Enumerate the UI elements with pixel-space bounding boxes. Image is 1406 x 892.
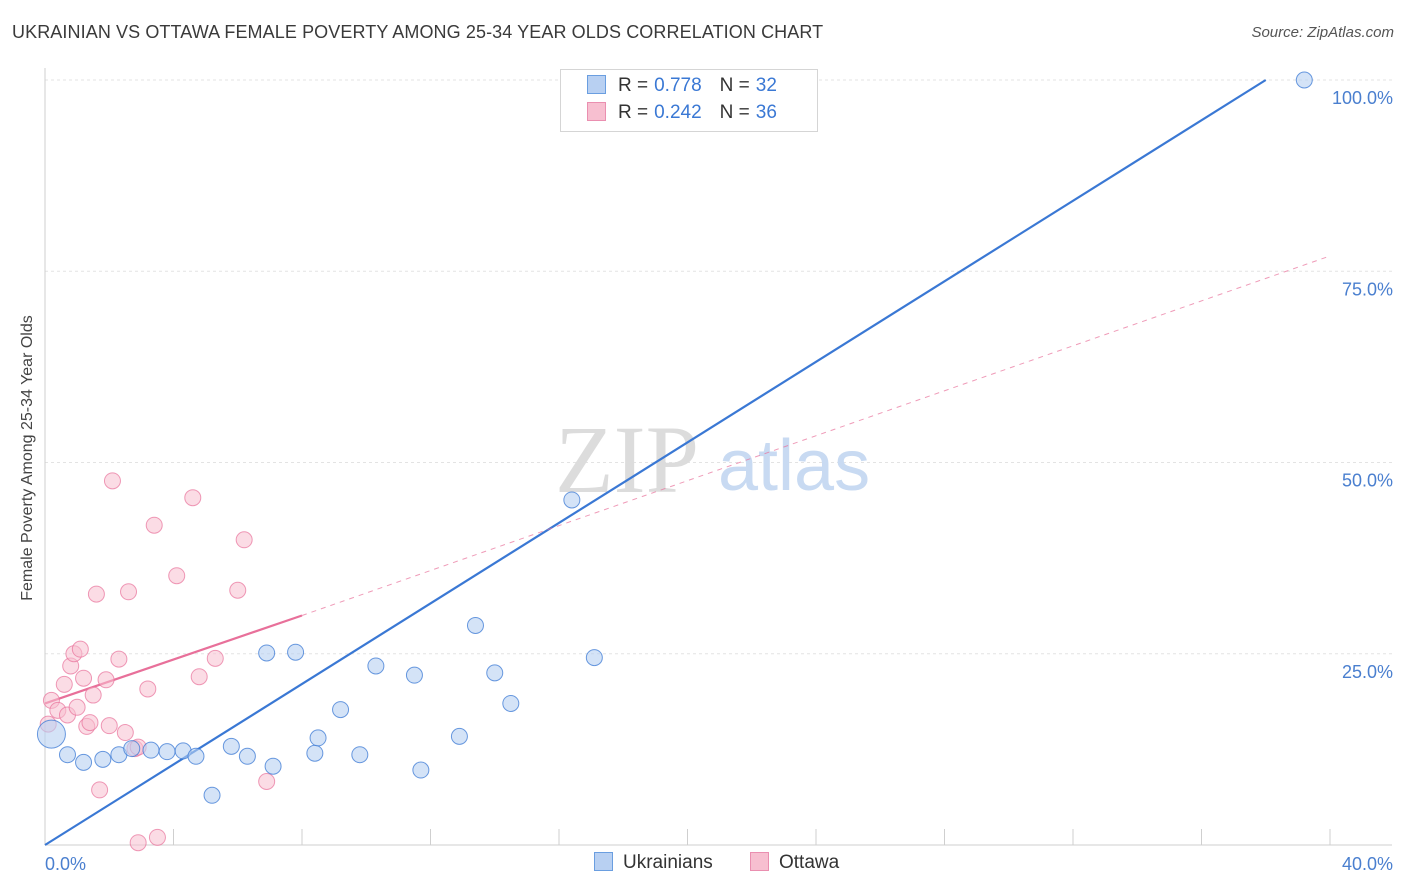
ottawa-point (87, 585, 105, 603)
ottawa-point (258, 773, 276, 791)
bottom-legend-label: Ottawa (779, 852, 840, 873)
legend-swatch-pink (587, 102, 606, 121)
x-tick-label: 0.0% (45, 854, 86, 874)
legend-swatch-blue (587, 75, 606, 94)
ukrainians-point (58, 746, 76, 764)
bottom-legend: Ukrainians Ottawa (0, 852, 1406, 878)
legend-r-label: R = (618, 102, 649, 123)
ottawa-point (75, 669, 93, 687)
legend-n-label: N = (719, 75, 750, 96)
ukrainians-point (563, 491, 581, 509)
ukrainians-point (222, 737, 240, 755)
ukrainians-point (258, 644, 276, 662)
legend-r-label: R = (618, 75, 649, 96)
watermark-zip: ZIP (555, 406, 699, 513)
ukrainians-point (405, 666, 423, 684)
legend-r-value: 0.242 (654, 102, 702, 123)
bottom-legend-swatch-blue (594, 852, 613, 871)
ottawa-point (110, 650, 128, 668)
ottawa-point (100, 717, 118, 735)
data-points (36, 71, 1313, 852)
ukrainians-point (158, 743, 176, 761)
ottawa-point (103, 472, 121, 490)
ukrainians-point (367, 657, 385, 675)
tick-labels: 25.0% 50.0% 75.0% 100.0% 0.0% 40.0% (45, 88, 1393, 874)
legend-n-value: 36 (755, 102, 777, 123)
ukrainians-trend-line (44, 79, 1267, 846)
ukrainians-point (585, 649, 603, 667)
ukrainians-point (142, 741, 160, 759)
legend-row-ottawa: R = 0.242 N = 36 (587, 102, 777, 126)
ottawa-point (84, 686, 102, 704)
ottawa-point (168, 567, 186, 585)
ukrainians-point (238, 747, 256, 765)
ottawa-point (139, 680, 157, 698)
bottom-legend-ottawa[interactable]: Ottawa (750, 852, 839, 874)
watermark-atlas: atlas (718, 426, 870, 506)
ukrainians-point (287, 643, 305, 661)
ottawa-point (184, 489, 202, 507)
ukrainians-point (502, 694, 520, 712)
ottawa-point (68, 698, 86, 716)
ukrainians-point (1295, 71, 1313, 89)
y-tick-label: 25.0% (1342, 662, 1393, 682)
source-label: Source: ZipAtlas.com (1251, 24, 1394, 41)
bottom-legend-label: Ukrainians (623, 852, 713, 873)
ottawa-trend-line-extended (301, 255, 1331, 616)
y-tick-label: 75.0% (1342, 279, 1393, 299)
ukrainians-point (203, 786, 221, 804)
ottawa-point (81, 714, 99, 732)
legend-n-value: 32 (755, 75, 777, 96)
ottawa-point (229, 581, 247, 599)
bottom-legend-swatch-pink (750, 852, 769, 871)
axes (44, 68, 1392, 846)
chart-title: UKRAINIAN VS OTTAWA FEMALE POVERTY AMONG… (12, 22, 824, 42)
ottawa-point (116, 724, 134, 742)
ukrainians-point (351, 746, 369, 764)
ukrainians-point (187, 747, 205, 765)
ottawa-point (145, 516, 163, 534)
watermark: ZIP atlas (555, 406, 870, 513)
ottawa-point (120, 583, 138, 601)
x-tick-label: 40.0% (1342, 854, 1393, 874)
ottawa-point (206, 649, 224, 667)
ukrainians-point (466, 616, 484, 634)
ottawa-point (235, 531, 253, 549)
ukrainians-point (450, 727, 468, 745)
ottawa-point (148, 828, 166, 846)
ukrainians-point (486, 664, 504, 682)
ukrainians-point (94, 750, 112, 768)
legend-row-ukrainians: R = 0.778 N = 32 (587, 75, 777, 99)
ottawa-point (91, 781, 109, 799)
legend: R = 0.778 N = 32 R = 0.242 N = 36 (560, 69, 818, 132)
ukrainians-point (264, 757, 282, 775)
ukrainians-point (36, 719, 66, 749)
grid-lines (45, 79, 1392, 655)
y-tick-label: 100.0% (1332, 88, 1393, 108)
y-tick-label: 50.0% (1342, 471, 1393, 491)
bottom-legend-ukrainians[interactable]: Ukrainians (594, 852, 713, 874)
ukrainians-point (309, 729, 327, 747)
ukrainians-point (123, 740, 141, 758)
ottawa-point (129, 834, 147, 852)
ottawa-point (55, 675, 73, 693)
ukrainians-point (412, 761, 430, 779)
legend-r-value: 0.778 (654, 75, 702, 96)
ukrainians-point (332, 701, 350, 719)
ottawa-point (190, 668, 208, 686)
ottawa-point (71, 640, 89, 658)
ukrainians-point (75, 753, 93, 771)
ottawa-point (97, 671, 115, 689)
legend-n-label: N = (719, 102, 750, 123)
ukrainians-point (306, 744, 324, 762)
